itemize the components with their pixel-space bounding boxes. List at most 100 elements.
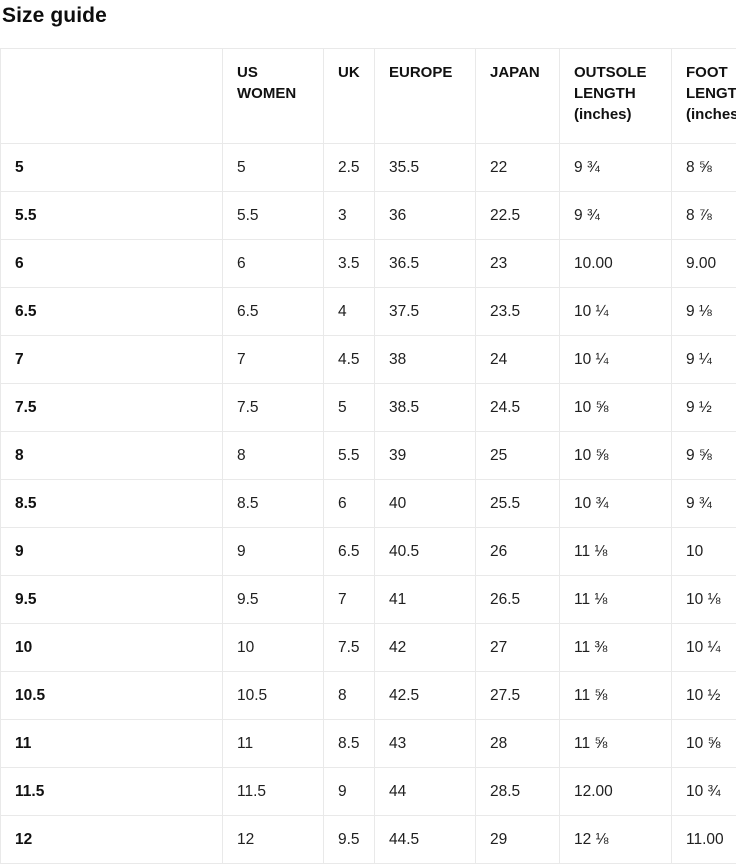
cell-uk: 8.5 (323, 719, 375, 768)
cell-size-label: 5 (0, 143, 223, 192)
cell-japan: 22.5 (475, 191, 560, 240)
cell-outsole-length: 12.00 (559, 767, 672, 816)
cell-outsole-length: 10 ⅝ (559, 383, 672, 432)
table-row: 6 6 3.5 36.5 23 10.00 9.00 (0, 239, 736, 288)
cell-japan: 24 (475, 335, 560, 384)
cell-uk: 8 (323, 671, 375, 720)
cell-us-women: 10.5 (222, 671, 324, 720)
cell-japan: 23.5 (475, 287, 560, 336)
table-row: 7 7 4.5 38 24 10 ¼ 9 ¼ (0, 335, 736, 384)
cell-us-women: 9 (222, 527, 324, 576)
cell-foot-length: 8 ⅞ (671, 191, 736, 240)
cell-size-label: 7 (0, 335, 223, 384)
table-row: 5 5 2.5 35.5 22 9 ¾ 8 ⅝ (0, 143, 736, 192)
table-row: 12 12 9.5 44.5 29 12 ⅛ 11.00 (0, 815, 736, 864)
cell-uk: 7 (323, 575, 375, 624)
table-row: 6.5 6.5 4 37.5 23.5 10 ¼ 9 ⅛ (0, 287, 736, 336)
cell-foot-length: 11.00 (671, 815, 736, 864)
cell-size-label: 9.5 (0, 575, 223, 624)
cell-japan: 28 (475, 719, 560, 768)
cell-us-women: 11 (222, 719, 324, 768)
cell-uk: 6 (323, 479, 375, 528)
cell-size-label: 7.5 (0, 383, 223, 432)
cell-us-women: 6 (222, 239, 324, 288)
cell-europe: 43 (374, 719, 476, 768)
cell-europe: 39 (374, 431, 476, 480)
cell-japan: 23 (475, 239, 560, 288)
cell-us-women: 12 (222, 815, 324, 864)
table-row: 10.5 10.5 8 42.5 27.5 11 ⅝ 10 ½ (0, 671, 736, 720)
column-header-size (0, 48, 223, 144)
cell-us-women: 7 (222, 335, 324, 384)
cell-size-label: 6.5 (0, 287, 223, 336)
header-row: US WOMEN UK EUROPE JAPAN OUTSOLE LENGTH … (0, 48, 736, 144)
cell-japan: 22 (475, 143, 560, 192)
table-row: 11 11 8.5 43 28 11 ⅝ 10 ⅝ (0, 719, 736, 768)
cell-europe: 40 (374, 479, 476, 528)
cell-europe: 44 (374, 767, 476, 816)
table-row: 7.5 7.5 5 38.5 24.5 10 ⅝ 9 ½ (0, 383, 736, 432)
table-row: 8.5 8.5 6 40 25.5 10 ¾ 9 ¾ (0, 479, 736, 528)
cell-europe: 36.5 (374, 239, 476, 288)
size-guide-table: US WOMEN UK EUROPE JAPAN OUTSOLE LENGTH … (0, 48, 736, 864)
cell-japan: 24.5 (475, 383, 560, 432)
cell-foot-length: 10 (671, 527, 736, 576)
column-header-foot-length: FOOT LENGTH (inches) (671, 48, 736, 144)
cell-japan: 28.5 (475, 767, 560, 816)
cell-us-women: 5 (222, 143, 324, 192)
cell-size-label: 5.5 (0, 191, 223, 240)
cell-outsole-length: 11 ⅛ (559, 575, 672, 624)
cell-size-label: 11.5 (0, 767, 223, 816)
cell-size-label: 8.5 (0, 479, 223, 528)
cell-europe: 38.5 (374, 383, 476, 432)
cell-uk: 5.5 (323, 431, 375, 480)
cell-europe: 41 (374, 575, 476, 624)
cell-us-women: 6.5 (222, 287, 324, 336)
cell-size-label: 10 (0, 623, 223, 672)
cell-europe: 37.5 (374, 287, 476, 336)
cell-foot-length: 10 ¼ (671, 623, 736, 672)
cell-outsole-length: 11 ⅝ (559, 671, 672, 720)
column-header-europe: EUROPE (374, 48, 476, 144)
cell-uk: 4.5 (323, 335, 375, 384)
cell-foot-length: 8 ⅝ (671, 143, 736, 192)
cell-us-women: 8.5 (222, 479, 324, 528)
cell-uk: 4 (323, 287, 375, 336)
cell-europe: 44.5 (374, 815, 476, 864)
cell-size-label: 8 (0, 431, 223, 480)
cell-outsole-length: 11 ⅝ (559, 719, 672, 768)
cell-outsole-length: 10.00 (559, 239, 672, 288)
cell-foot-length: 9 ¾ (671, 479, 736, 528)
cell-uk: 7.5 (323, 623, 375, 672)
column-header-outsole-length: OUTSOLE LENGTH (inches) (559, 48, 672, 144)
cell-japan: 26 (475, 527, 560, 576)
column-header-uk: UK (323, 48, 375, 144)
cell-foot-length: 9 ¼ (671, 335, 736, 384)
cell-japan: 26.5 (475, 575, 560, 624)
cell-europe: 42 (374, 623, 476, 672)
cell-us-women: 8 (222, 431, 324, 480)
table-row: 5.5 5.5 3 36 22.5 9 ¾ 8 ⅞ (0, 191, 736, 240)
table-row: 10 10 7.5 42 27 11 ⅜ 10 ¼ (0, 623, 736, 672)
page-title: Size guide (2, 4, 107, 27)
cell-uk: 9 (323, 767, 375, 816)
cell-outsole-length: 9 ¾ (559, 191, 672, 240)
cell-us-women: 9.5 (222, 575, 324, 624)
cell-us-women: 7.5 (222, 383, 324, 432)
cell-size-label: 6 (0, 239, 223, 288)
cell-uk: 9.5 (323, 815, 375, 864)
cell-japan: 25 (475, 431, 560, 480)
cell-size-label: 9 (0, 527, 223, 576)
size-table-body: 5 5 2.5 35.5 22 9 ¾ 8 ⅝ 5.5 5.5 3 36 22.… (0, 143, 736, 864)
cell-outsole-length: 12 ⅛ (559, 815, 672, 864)
cell-outsole-length: 10 ¾ (559, 479, 672, 528)
column-header-us-women: US WOMEN (222, 48, 324, 144)
column-header-japan: JAPAN (475, 48, 560, 144)
cell-japan: 27.5 (475, 671, 560, 720)
cell-size-label: 12 (0, 815, 223, 864)
cell-size-label: 11 (0, 719, 223, 768)
cell-foot-length: 9 ⅛ (671, 287, 736, 336)
cell-foot-length: 10 ½ (671, 671, 736, 720)
cell-europe: 38 (374, 335, 476, 384)
cell-outsole-length: 10 ¼ (559, 287, 672, 336)
